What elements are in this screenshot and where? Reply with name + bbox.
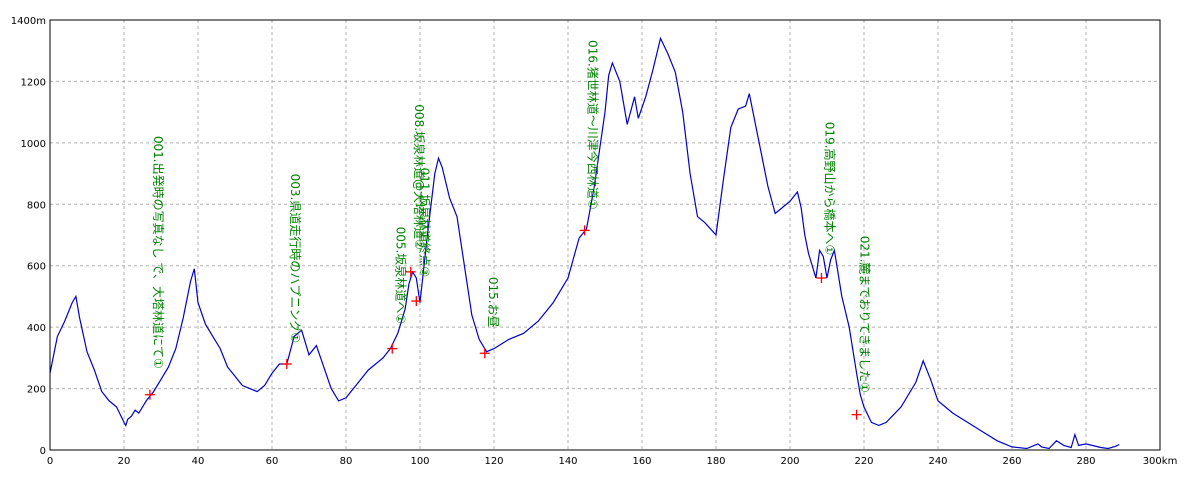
y-tick-label: 600	[27, 262, 46, 273]
waypoint-annotations: 001.出発時の写真なし で、大塔林道にて① 003.県道走行時のハプニング① 00…	[151, 40, 872, 393]
x-tick-label: 100	[410, 456, 429, 467]
x-tick-label: 240	[928, 456, 947, 467]
x-tick-label: 140	[558, 456, 577, 467]
waypoint-label: 005.坂泉林道へ①	[393, 227, 407, 324]
y-tick-label: 200	[27, 385, 46, 396]
waypoint-marker	[851, 409, 862, 420]
waypoint-label: 001.出発時の写真なし で、大塔林道にて①	[151, 136, 165, 369]
x-tick-label: 280	[1076, 456, 1095, 467]
x-tick-label: 300km	[1143, 456, 1178, 467]
x-tick-label: 220	[854, 456, 873, 467]
waypoint-label: 021.麓までおりてきました①	[858, 236, 872, 393]
y-tick-label: 1000	[21, 139, 46, 150]
waypoint-markers	[144, 225, 862, 420]
x-tick-label: 20	[118, 456, 131, 467]
x-tick-label: 0	[47, 456, 53, 467]
waypoint-marker	[281, 359, 292, 369]
y-tick-label: 400	[27, 323, 46, 334]
grid-lines	[50, 20, 1160, 450]
x-tick-label: 180	[706, 456, 725, 467]
y-tick-label: 1400m	[11, 16, 46, 27]
waypoint-marker	[579, 225, 590, 236]
y-tick-label: 800	[27, 200, 46, 211]
y-tick-label: 0	[40, 446, 46, 457]
waypoint-label: 008.坂泉林道@大塔林道②	[412, 104, 426, 249]
series-layer	[49, 36, 1120, 450]
waypoint-label: 019.高野山から橋本へ①	[822, 122, 837, 255]
waypoint-marker	[144, 389, 155, 400]
waypoint-marker	[405, 266, 416, 277]
waypoint-label: 003.県道走行時のハプニング①	[288, 174, 302, 343]
x-tick-label: 200	[780, 456, 799, 467]
waypoint-marker	[387, 343, 398, 354]
x-tick-label: 260	[1002, 456, 1021, 467]
plot-frame	[49, 19, 1161, 451]
x-tick-label: 40	[192, 456, 205, 467]
x-tick-label: 80	[340, 456, 353, 467]
axis-labels: 0 20 40 60 80 100 120 140 160 180 200 220 240 260 280 3…	[11, 16, 1178, 467]
waypoint-marker	[479, 348, 490, 359]
y-tick-label: 1200	[21, 77, 46, 88]
waypoint-label: 016.猪世林道～川津今西林道①	[586, 40, 601, 209]
x-tick-label: 160	[632, 456, 651, 467]
x-tick-label: 60	[266, 456, 279, 467]
waypoint-label: 015.お昼	[486, 277, 500, 328]
elevation-line	[49, 36, 1120, 450]
waypoint-marker	[816, 273, 827, 283]
waypoint-label: 011.坂泉林道終点③	[417, 168, 432, 277]
x-tick-label: 120	[484, 456, 503, 467]
waypoint-marker	[411, 296, 422, 307]
